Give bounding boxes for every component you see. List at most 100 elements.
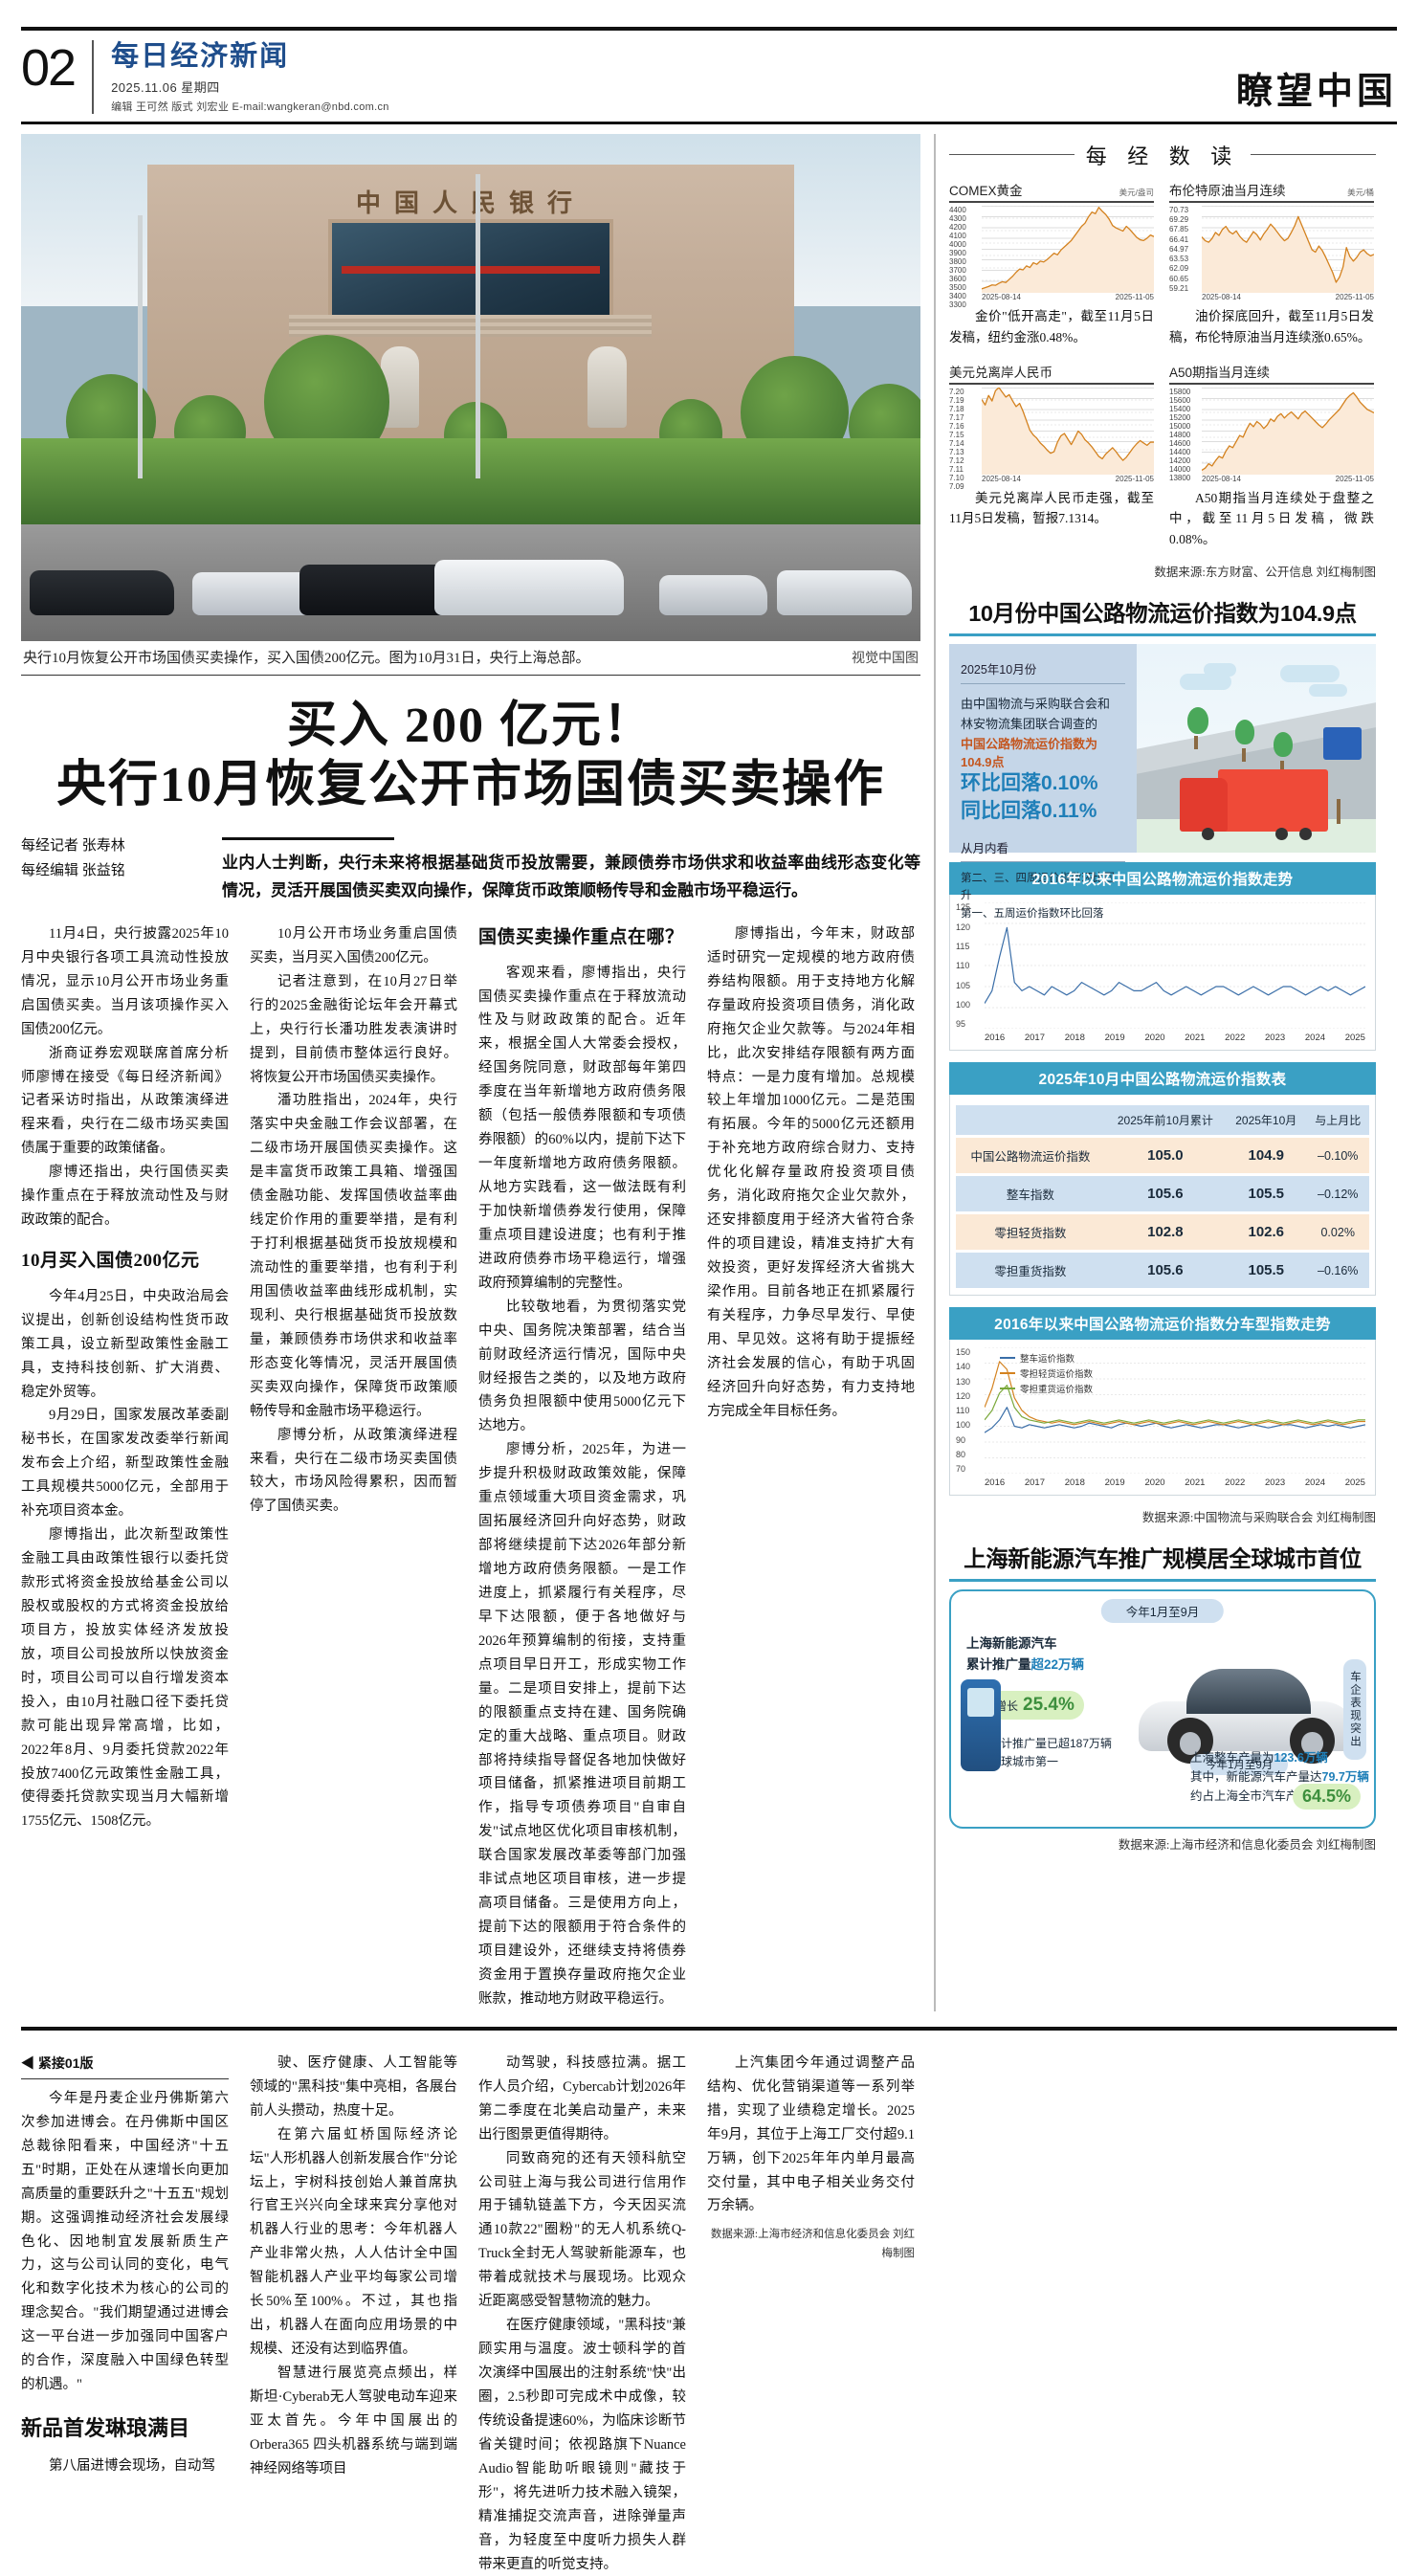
photo-building: 中国人民银行 xyxy=(146,164,795,438)
truck-wheel xyxy=(1275,828,1288,841)
y-tick: 3800 xyxy=(949,256,966,266)
paragraph: 第八届进博会现场，自动驾 xyxy=(49,2457,215,2474)
y-tick: 100 xyxy=(956,1420,971,1431)
headline-line-1: 买入 200 亿元！ xyxy=(286,699,654,754)
y-axis: 4400 4300 4200 4100 4000 3900 3800 3700 … xyxy=(949,206,982,309)
cell: 零担重货指数 xyxy=(956,1253,1105,1289)
photo-light-pole xyxy=(475,174,480,479)
x-tick: 2019 xyxy=(1104,1477,1125,1488)
type-chart-box: 150 140 130 120 110 100 90 80 70 整车运价指数 … xyxy=(949,1340,1376,1497)
car-wheel-hub xyxy=(1301,1732,1323,1755)
infographic-line-2: 林安物流集团联合调查的 xyxy=(961,717,1098,732)
byline-row: 每经记者 张寿林 每经编辑 张益铭 业内人士判断，央行未来将根据基础货币投放需要… xyxy=(21,826,920,909)
paragraph: 廖博分析，从政策演绎进程来看，央行在二级市场买卖国债较大，市场风险得累积，因而暂… xyxy=(250,1427,457,1515)
x-tick: 2016 xyxy=(985,1477,1006,1488)
tree-icon xyxy=(1273,731,1293,757)
legend-label: 整车运价指数 xyxy=(1020,1354,1075,1366)
y-tick: 7.18 xyxy=(949,404,964,413)
cell: –0.10% xyxy=(1306,1138,1369,1174)
y-tick: 13800 xyxy=(1169,473,1191,482)
jump-column-3: 动驾驶，科技感拉满。据工作人员介绍，Cybercab计划2026年第二季度在北美… xyxy=(478,2052,686,2576)
cell: 零担轻货指数 xyxy=(956,1214,1105,1251)
type-chart: 150 140 130 120 110 100 90 80 70 整车运价指数 … xyxy=(956,1347,1369,1491)
y-axis: 150 140 130 120 110 100 90 80 70 xyxy=(956,1347,985,1474)
lede-paragraph: 业内人士判断，央行未来将根据基础货币投放需要，兼顾债券市场供求和收益率曲线形态变… xyxy=(222,854,920,899)
y-axis: 70.73 69.29 67.85 66.41 64.97 63.53 62.0… xyxy=(1169,206,1202,293)
chart-unit: 美元/桶 xyxy=(1347,187,1374,197)
paragraph: 10月公开市场业务重启国债买卖，当月买入国债200亿元。 xyxy=(250,925,457,966)
y-tick: 15400 xyxy=(1169,404,1191,413)
trend-chart: 125 120 115 110 105 100 95 2016 2017 201… xyxy=(956,902,1369,1046)
car-wheel-hub xyxy=(1179,1732,1201,1755)
x-axis: 2025-08-14 2025-11-05 xyxy=(1202,293,1374,304)
y-tick: 15600 xyxy=(1169,395,1191,405)
paragraph: 驶、医疗健康、人工智能等领域的"黑科技"集中亮相，各展台前人头攒动，热度十足。 xyxy=(250,2054,457,2119)
x-tick: 2018 xyxy=(1064,1477,1085,1488)
plot-area xyxy=(1202,205,1374,293)
x-tick: 2020 xyxy=(1144,1032,1165,1043)
chart-name: 美元兑离岸人民币 xyxy=(949,365,1052,380)
cell: 104.9 xyxy=(1226,1138,1307,1174)
paragraph: 潘功胜指出，2024年，央行落实中央金融工作会议部署，在二级市场开展国债买卖操作… xyxy=(250,1093,457,1419)
y-axis: 15800 15600 15400 15200 15000 14800 1460… xyxy=(1169,388,1202,482)
y-tick: 130 xyxy=(956,1376,971,1387)
table-header-row: 2025年前10月累计 2025年10月 与上月比 xyxy=(956,1105,1369,1136)
photo-building-glass xyxy=(328,218,613,329)
logistics-title-rule xyxy=(949,633,1376,637)
legend-item: 整车运价指数 xyxy=(1000,1351,1093,1365)
paragraph: 今年是丹麦企业丹佛斯第六次参加进博会。在丹佛斯中国区总裁徐阳看来，中国经济"十五… xyxy=(21,2090,229,2393)
y-axis: 7.20 7.19 7.18 7.17 7.16 7.15 7.14 7.13 … xyxy=(949,388,982,491)
cell: 105.6 xyxy=(1104,1253,1227,1289)
photo-car-3 xyxy=(299,565,462,616)
legend-item: 零担轻货运价指数 xyxy=(1000,1366,1093,1380)
cell: 0.02% xyxy=(1306,1214,1369,1251)
ev-stat-1-value: 超22万辆 xyxy=(1030,1656,1085,1672)
y-tick: 63.53 xyxy=(1169,255,1189,264)
paragraph: 记者注意到，在10月27日举行的2025金融街论坛年会开幕式上，央行行长潘功胜发… xyxy=(250,973,457,1085)
y-tick: 7.17 xyxy=(949,412,964,422)
paragraph: 9月29日，国家发展改革委副秘书长，在国家发改委举行新闻发布会上介绍，新型政策性… xyxy=(21,1408,229,1520)
tree-icon xyxy=(1186,706,1208,734)
cell: 102.8 xyxy=(1104,1214,1227,1251)
masthead-divider xyxy=(92,40,95,114)
x-tick: 2025-11-05 xyxy=(1335,474,1374,483)
photo-car-1 xyxy=(30,569,174,616)
paragraph: 在第六届虹桥国际经济论坛"人形机器人创新发展合作"分论坛上，宇树科技创始人兼首席… xyxy=(250,2126,457,2358)
infographic-subsection-label: 从月内看 xyxy=(961,838,1125,862)
jump-subhead: 新品首发琳琅满目 xyxy=(21,2416,190,2441)
cell: 整车指数 xyxy=(956,1176,1105,1212)
legend-item: 零担重货运价指数 xyxy=(1000,1382,1093,1395)
y-tick: 14200 xyxy=(1169,455,1191,465)
newspaper-page: 02 每日经济新闻 2025.11.06 星期四 编辑 王可然 版式 刘宏业 E… xyxy=(0,27,1418,2572)
y-tick: 14800 xyxy=(1169,430,1191,439)
x-tick: 2017 xyxy=(1024,1032,1045,1043)
y-tick: 4300 xyxy=(949,213,966,223)
y-tick: 14600 xyxy=(1169,438,1191,448)
ev-stat-2-value: 123.6万辆 xyxy=(1274,1751,1328,1765)
paragraph: 廖博分析，2025年，为进一步提升积极财政政策效能，保障重点领域重大项目资金需求… xyxy=(478,1442,686,2007)
x-tick: 2019 xyxy=(1104,1032,1125,1043)
cell: 105.0 xyxy=(1104,1138,1227,1174)
x-tick: 2024 xyxy=(1304,1477,1326,1488)
truck-trailer xyxy=(1218,769,1328,833)
y-tick: 3300 xyxy=(949,300,966,309)
table-row: 零担轻货指数 102.8 102.6 0.02% xyxy=(956,1214,1369,1251)
chart-name: COMEX黄金 xyxy=(949,183,1023,198)
masthead-editor-line: 编辑 王可然 版式 刘宏业 E-mail:wangkeran@nbd.com.c… xyxy=(111,100,389,113)
section-title: 瞭望中国 xyxy=(1235,71,1397,112)
ev-stat-1-line1: 上海新能源汽车 xyxy=(966,1636,1057,1652)
chart-note: A50期指当月连续处于盘整之中，截至11月5日发稿，微跌0.08%。 xyxy=(1169,490,1374,547)
byline-reporter: 每经记者 张寿林 xyxy=(21,838,125,855)
y-tick: 70 xyxy=(956,1464,966,1475)
car-cabin xyxy=(1186,1668,1311,1714)
y-tick: 3900 xyxy=(949,248,966,257)
cell: –0.12% xyxy=(1306,1176,1369,1212)
cell: –0.16% xyxy=(1306,1253,1369,1289)
photo-building-banner xyxy=(341,265,601,275)
index-table-title: 2025年10月中国公路物流运价指数表 xyxy=(949,1062,1376,1096)
ev-charger-icon xyxy=(961,1679,1001,1772)
sign-post xyxy=(1336,798,1340,824)
cell: 中国公路物流运价指数 xyxy=(956,1138,1105,1174)
x-axis: 2016 2017 2018 2019 2020 2021 2022 2023 … xyxy=(985,1474,1365,1491)
x-tick: 2025 xyxy=(1344,1032,1365,1043)
